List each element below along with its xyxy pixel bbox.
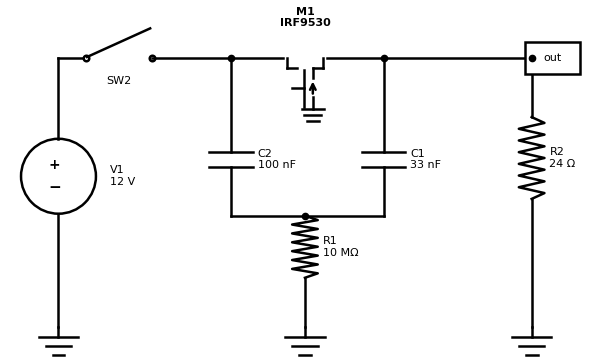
Text: SW2: SW2 [106, 76, 132, 86]
FancyBboxPatch shape [525, 42, 580, 74]
Text: −: − [48, 180, 61, 195]
Text: R1
10 MΩ: R1 10 MΩ [323, 236, 358, 257]
Text: V1
12 V: V1 12 V [110, 166, 135, 187]
Text: C1
33 nF: C1 33 nF [410, 149, 442, 170]
Text: +: + [49, 158, 61, 172]
Text: C2
100 nF: C2 100 nF [257, 149, 296, 170]
Text: M1
IRF9530: M1 IRF9530 [280, 7, 331, 28]
Text: R2
24 Ω: R2 24 Ω [550, 147, 575, 169]
Text: out: out [543, 53, 562, 63]
